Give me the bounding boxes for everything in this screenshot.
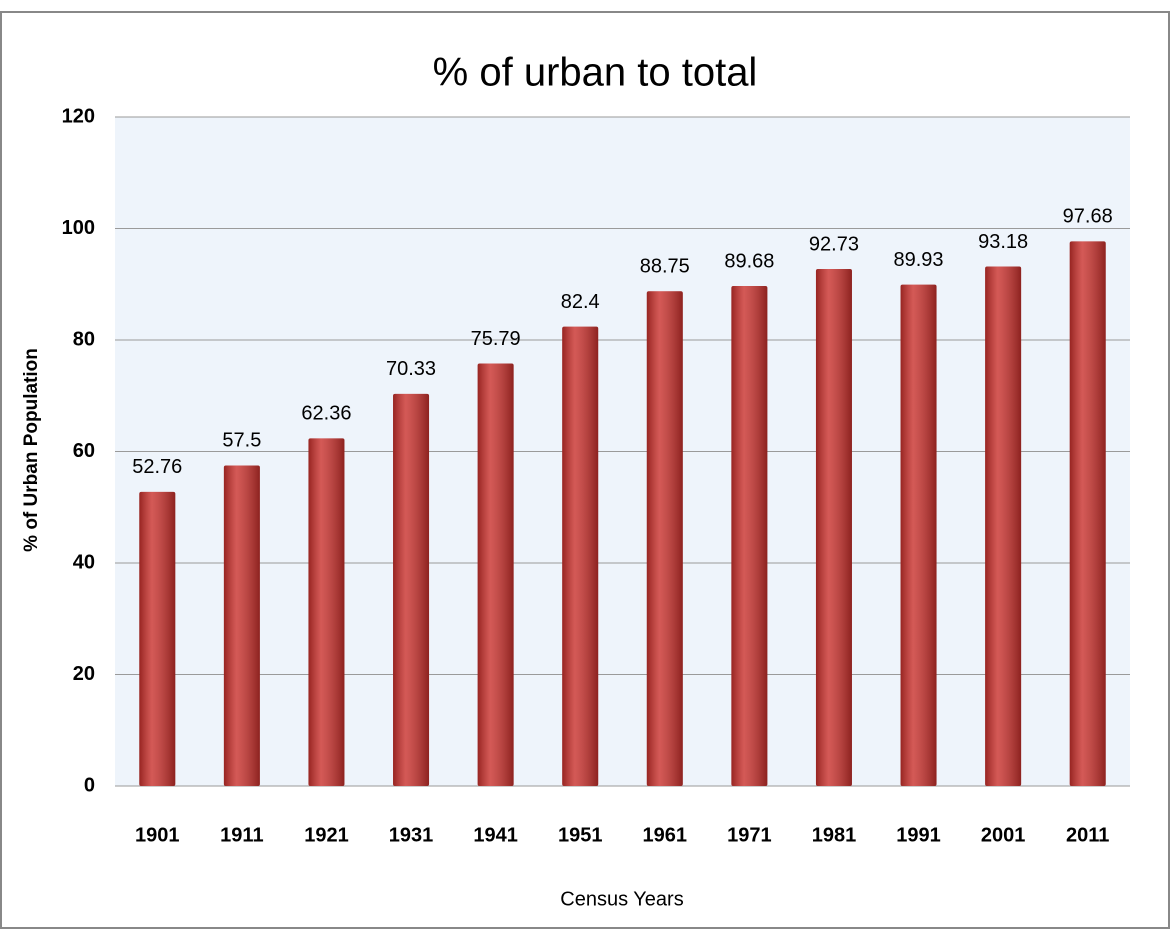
x-tick-label: 2001 — [981, 824, 1026, 846]
bar-shine — [1070, 241, 1106, 786]
y-tick-label: 120 — [62, 105, 95, 127]
y-tick-label: 60 — [73, 440, 95, 462]
value-label: 52.76 — [132, 456, 182, 478]
x-tick-label: 1981 — [812, 824, 857, 846]
value-label: 62.36 — [301, 403, 351, 425]
bar-shine — [393, 394, 429, 786]
value-label: 57.5 — [222, 430, 261, 452]
y-tick-label: 20 — [73, 663, 95, 685]
x-tick-label: 1931 — [389, 824, 434, 846]
value-label: 89.68 — [724, 250, 774, 272]
bar-shine — [139, 492, 175, 786]
x-tick-label: 1961 — [643, 824, 688, 846]
bar-shine — [478, 363, 514, 786]
y-axis-label: % of Urban Population — [21, 348, 42, 552]
value-label: 92.73 — [809, 233, 859, 255]
bar-shine — [308, 438, 344, 786]
bar-shine — [816, 269, 852, 786]
page: {"chart_data": {"type": "bar", "title": … — [0, 0, 1170, 929]
chart-title: % of urban to total — [433, 51, 758, 95]
bar-shine — [562, 327, 598, 786]
bar-shine — [224, 465, 260, 786]
x-tick-label: 1951 — [558, 824, 603, 846]
x-tick-label: 2011 — [1066, 824, 1109, 846]
value-label: 93.18 — [978, 231, 1028, 253]
value-label: 75.79 — [471, 328, 521, 350]
y-tick-label: 100 — [62, 217, 95, 239]
x-tick-label: 1921 — [304, 824, 349, 846]
x-tick-label: 1991 — [896, 824, 941, 846]
x-tick-label: 1941 — [473, 824, 518, 846]
bar-shine — [731, 286, 767, 786]
y-tick-label: 80 — [73, 328, 95, 350]
chart: % of urban to total % of Urban Populatio… — [0, 0, 1170, 929]
bar-shine — [647, 291, 683, 786]
x-tick-label: 1971 — [727, 824, 772, 846]
x-tick-label: 1901 — [135, 824, 180, 846]
x-tick-label: 1911 — [220, 824, 263, 846]
value-label: 89.93 — [894, 249, 944, 271]
x-axis-label: Census Years — [560, 888, 683, 910]
bar-shine — [901, 285, 937, 786]
value-label: 97.68 — [1063, 206, 1113, 228]
value-label: 70.33 — [386, 358, 436, 380]
value-label: 88.75 — [640, 256, 690, 278]
y-tick-label: 0 — [84, 774, 95, 796]
bar-shine — [985, 267, 1021, 786]
value-label: 82.4 — [561, 291, 600, 313]
y-tick-label: 40 — [73, 551, 95, 573]
